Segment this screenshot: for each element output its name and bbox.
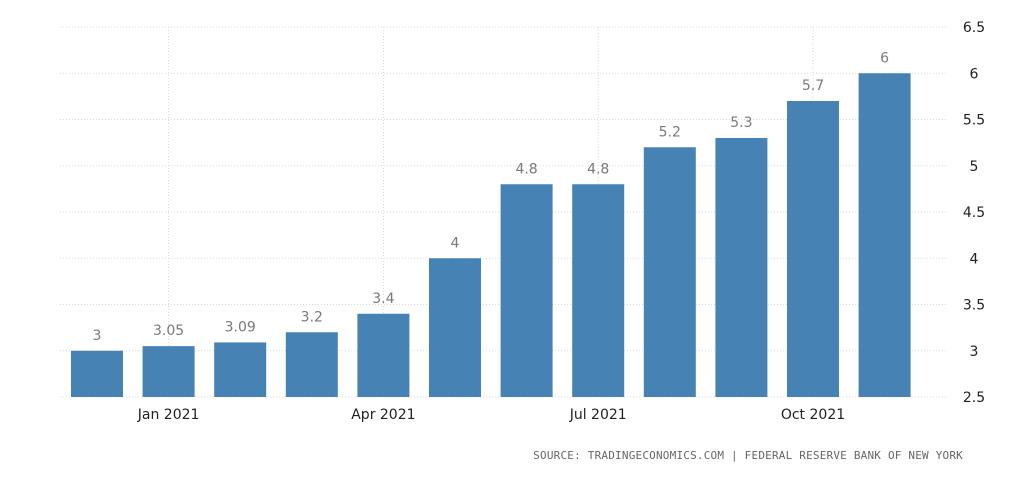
bar [572, 184, 625, 397]
bar [285, 332, 338, 397]
x-tick-label: Jan 2021 [137, 407, 200, 423]
bars [71, 73, 911, 397]
y-tick-label: 3.5 [963, 298, 985, 314]
data-label: 5.7 [802, 78, 824, 94]
data-label: 5.2 [659, 124, 681, 140]
bar [500, 184, 553, 397]
x-tick-label: Apr 2021 [351, 407, 415, 423]
y-tick-label: 6.5 [963, 20, 985, 36]
bar [643, 147, 696, 397]
data-labels: 3 3.05 3.09 3.2 3.4 4 4.8 4.8 5.2 5.3 5.7 6 [93, 50, 890, 344]
data-label: 4.8 [515, 161, 537, 177]
data-label: 3.4 [372, 291, 394, 307]
data-label: 4 [451, 235, 460, 251]
data-label: 3.05 [153, 323, 184, 339]
bar [429, 258, 481, 397]
y-tick-label: 5.5 [963, 113, 985, 129]
bar [715, 138, 768, 397]
y-tick-label: 6 [970, 66, 979, 82]
data-label: 4.8 [587, 161, 609, 177]
y-tick-label: 4 [970, 251, 979, 267]
x-tick-label: Oct 2021 [781, 407, 845, 423]
y-tick-label: 2.5 [963, 390, 985, 406]
data-label: 6 [880, 50, 889, 66]
data-label: 3 [93, 328, 102, 344]
x-axis-ticks: Jan 2021 Apr 2021 Jul 2021 Oct 2021 [137, 407, 845, 423]
y-tick-label: 3 [970, 344, 979, 360]
data-label: 3.2 [301, 309, 323, 325]
y-axis-ticks: 2.5 3 3.5 4 4.5 5 5.5 6 6.5 [963, 20, 985, 406]
bar [142, 346, 195, 397]
bar [858, 73, 911, 397]
bar-chart: 3 3.05 3.09 3.2 3.4 4 4.8 4.8 5.2 5.3 5.7 6 2.5 3 3.5… [60, 20, 985, 423]
data-label: 3.09 [225, 319, 256, 335]
bar [214, 342, 267, 397]
bar [787, 101, 839, 397]
x-tick-label: Jul 2021 [569, 407, 627, 423]
y-tick-label: 4.5 [963, 205, 985, 221]
bar [71, 350, 123, 397]
bar [357, 313, 410, 397]
y-tick-label: 5 [970, 159, 979, 175]
data-label: 5.3 [730, 115, 752, 131]
grid-lines [60, 26, 947, 398]
source-note: SOURCE: TRADINGECONOMICS.COM | FEDERAL R… [533, 449, 963, 462]
